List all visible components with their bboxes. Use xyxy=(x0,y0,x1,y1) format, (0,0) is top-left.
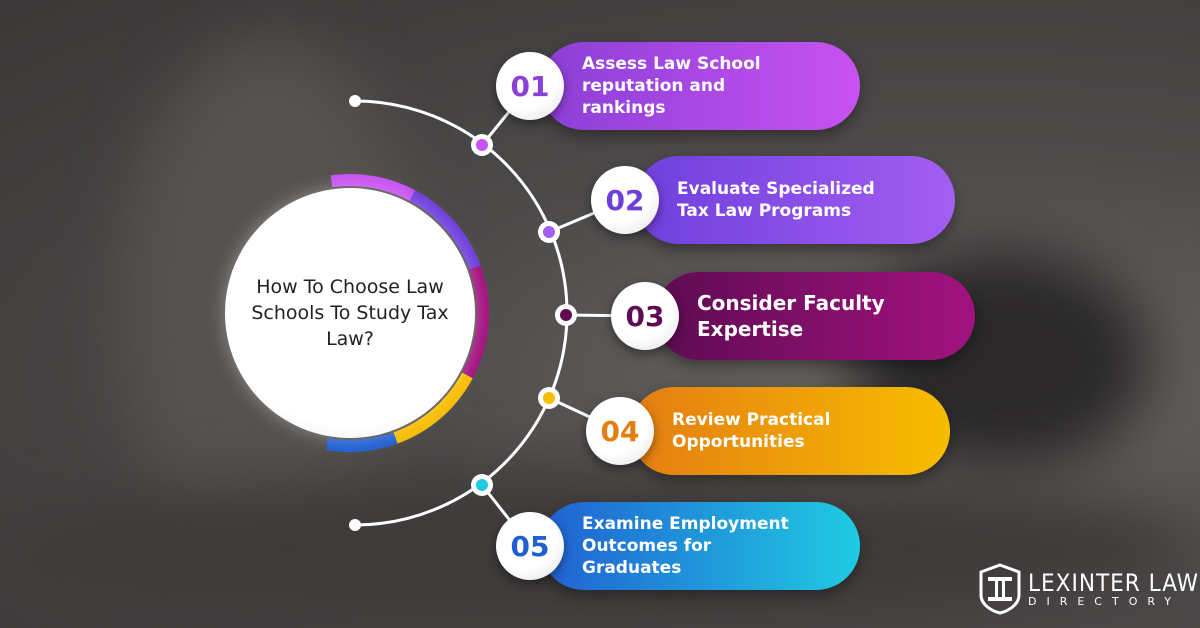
step-dot-fill xyxy=(476,479,488,491)
ring-segment xyxy=(462,265,489,379)
step-text: Consider Faculty Expertise xyxy=(697,291,885,341)
ring-segment xyxy=(330,174,416,201)
step-dot-fill xyxy=(543,392,555,404)
ring-segment xyxy=(393,372,473,444)
step-05-pill: Examine Employment Outcomes for Graduate… xyxy=(540,502,860,590)
step-text: Evaluate Specialized Tax Law Programs xyxy=(677,179,875,221)
step-number: 04 xyxy=(586,397,654,465)
logo-name: LEXINTER LAW xyxy=(1028,569,1200,597)
pillar-shield-icon xyxy=(979,563,1021,615)
step-03-pill: Consider Faculty Expertise xyxy=(655,272,975,360)
title: How To Choose Law Schools To Study Tax L… xyxy=(251,276,449,350)
step-text: Assess Law School reputation and ranking… xyxy=(582,54,761,118)
step-text: Examine Employment Outcomes for Graduate… xyxy=(582,514,789,578)
ring-segment xyxy=(409,190,481,270)
step-01-pill: Assess Law School reputation and ranking… xyxy=(540,42,860,130)
ring-segment xyxy=(325,432,398,452)
step-02-pill: Evaluate Specialized Tax Law Programs xyxy=(635,156,955,244)
step-dot-fill xyxy=(560,309,572,321)
step-dot-fill xyxy=(476,139,488,151)
logo-sub: DIRECTORY xyxy=(1028,595,1182,608)
step-text: Review Practical Opportunities xyxy=(672,410,831,452)
step-number: 02 xyxy=(591,166,659,234)
step-number: 05 xyxy=(496,512,564,580)
step-number: 01 xyxy=(496,52,564,120)
step-dot-fill xyxy=(543,226,555,238)
step-number: 03 xyxy=(611,282,679,350)
step-04-pill: Review Practical Opportunities xyxy=(630,387,950,475)
title-circle: How To Choose Law Schools To Study Tax L… xyxy=(225,188,475,438)
lexinter-logo: LEXINTER LAW DIRECTORY xyxy=(978,563,1199,615)
